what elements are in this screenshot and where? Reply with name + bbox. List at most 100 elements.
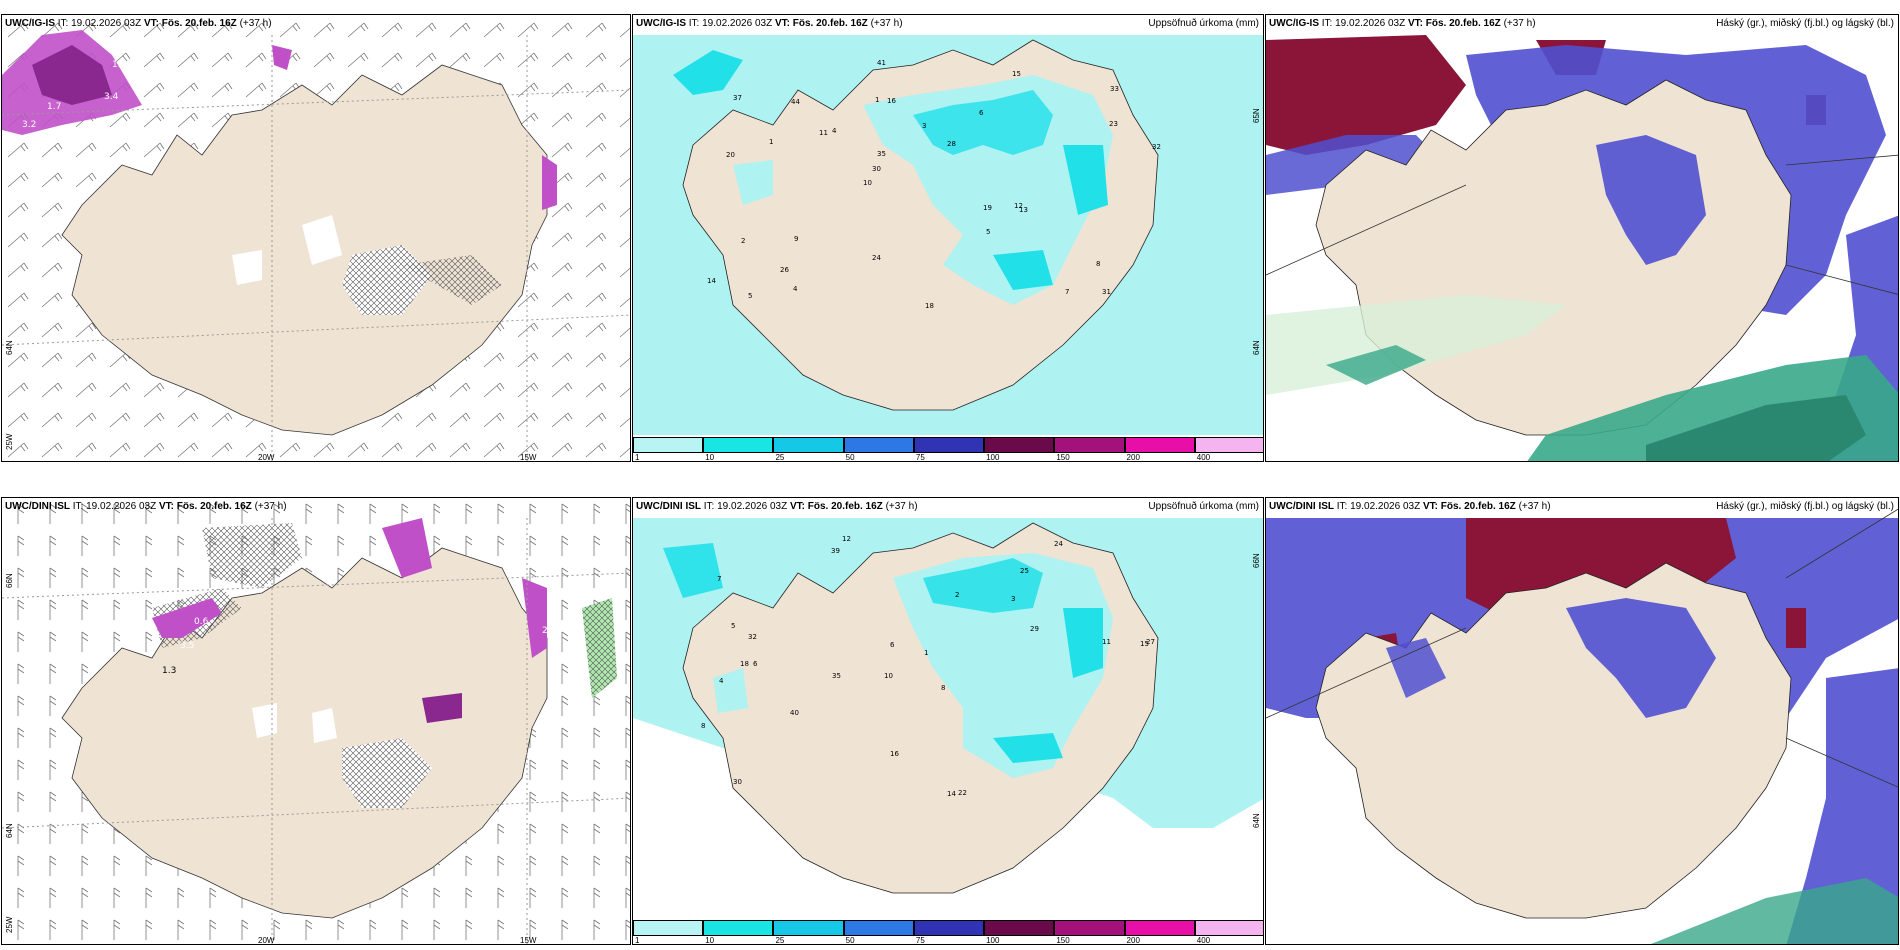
precip-value-label: 20 (726, 151, 735, 159)
lon-label: 20W (258, 936, 275, 945)
lat-label: 25W (5, 433, 14, 450)
svg-text:3.4: 3.4 (104, 92, 119, 102)
panel-precip-igis: UWC/IG-IS IT: 19.02.2026 03Z VT: Fös. 20… (632, 14, 1264, 462)
precip-colorbar: 1 10 25 50 75 100 150 200 400 (633, 437, 1263, 462)
colorbar-label: 10 (705, 936, 715, 945)
colorbar-cell (1194, 437, 1263, 453)
lat-label: 64N (5, 823, 14, 838)
precip-value-label: 1 (924, 649, 928, 657)
svg-text:3.5: 3.5 (180, 641, 194, 651)
precip-value-label: 31 (1102, 288, 1111, 296)
svg-text:2: 2 (542, 626, 548, 636)
precip-value-label: 32 (748, 633, 757, 641)
panel-clouds-igis: UWC/IG-IS IT: 19.02.2026 03Z VT: Fös. 20… (1265, 14, 1899, 462)
precip-value-label: 37 (733, 94, 742, 102)
lat-label: 64N (1252, 813, 1261, 828)
precip-colorbar: 1 10 25 50 75 100 150 200 400 (633, 920, 1263, 945)
precip-value-label: 33 (1110, 85, 1119, 93)
precip-value-label: 19 (983, 204, 992, 212)
colorbar-cell (703, 920, 774, 936)
colorbar-cell (1124, 920, 1195, 936)
panel-header: UWC/DINI ISL IT: 19.02.2026 03Z VT: Fös.… (5, 501, 287, 512)
colorbar-label: 75 (915, 453, 925, 462)
precip-value-label: 6 (890, 641, 895, 649)
precip-value-label: 4 (793, 285, 798, 293)
cloud-map (1266, 508, 1898, 944)
colorbar-label: 400 (1196, 936, 1211, 945)
precip-value-label: 6 (979, 109, 984, 117)
colorbar-cell (1054, 920, 1125, 936)
colorbar-label: 100 (986, 936, 1000, 945)
colorbar-label: 150 (1056, 936, 1070, 945)
precip-value-label: 7 (717, 575, 721, 583)
precip-value-label: 40 (790, 709, 799, 717)
precip-value-label: 24 (872, 254, 881, 262)
precip-value-label: 23 (1109, 120, 1118, 128)
precip-map: 3120331065132414261628133741321923302435… (633, 35, 1263, 435)
precip-value-label: 3 (1011, 595, 1015, 603)
precip-value-label: 4 (719, 677, 724, 685)
colorbar-cell (843, 920, 914, 936)
precip-value-label: 15 (1140, 640, 1149, 648)
precip-value-label: 2 (955, 591, 959, 599)
precip-value-label: 22 (958, 789, 967, 797)
precip-value-label: 29 (1030, 625, 1039, 633)
lat-label: 64N (1252, 340, 1261, 355)
colorbar-cell (913, 920, 985, 936)
precip-value-label: 1 (875, 96, 879, 104)
precip-value-label: 24 (1054, 540, 1063, 548)
precip-value-label: 26 (780, 266, 789, 274)
precip-value-label: 16 (887, 97, 896, 105)
panel-header: UWC/IG-IS IT: 19.02.2026 03Z VT: Fös. 20… (636, 18, 903, 29)
panel-right-title: Háský (gr.), miðský (fj.bl.) og lágský (… (1716, 501, 1894, 512)
precip-value-label: 3 (922, 122, 926, 130)
panel-header: UWC/DINI ISL IT: 19.02.2026 03Z VT: Fös.… (636, 501, 918, 512)
precip-value-label: 7 (1065, 288, 1069, 296)
colorbar-cell (1194, 920, 1263, 936)
panel-wind-snow-dini: UWC/DINI ISL IT: 19.02.2026 03Z VT: Fös.… (1, 497, 631, 945)
precip-value-label: 32 (1152, 143, 1161, 151)
precip-value-label: 5 (731, 622, 735, 630)
precip-value-label: 6 (753, 660, 758, 668)
colorbar-label: 200 (1126, 936, 1140, 945)
precip-value-label: 4 (832, 127, 837, 135)
colorbar-label: 150 (1056, 453, 1070, 462)
colorbar-label: 1 (635, 453, 640, 462)
panel-right-title: Uppsöfnuð úrkoma (mm) (1148, 501, 1259, 512)
colorbar-label: 200 (1126, 453, 1140, 462)
precip-value-label: 8 (941, 684, 945, 692)
lon-label: 20W (258, 453, 275, 462)
precip-value-label: 8 (701, 722, 705, 730)
lat-label: 65N (1252, 108, 1261, 123)
colorbar-cell (984, 920, 1055, 936)
precip-value-label: 10 (863, 179, 872, 187)
precip-value-label: 14 (947, 790, 956, 798)
colorbar-label: 75 (915, 936, 925, 945)
svg-text:1.3: 1.3 (162, 666, 176, 676)
precip-value-label: 18 (740, 660, 749, 668)
svg-text:1.7: 1.7 (47, 102, 61, 112)
colorbar-cell (633, 437, 704, 453)
precip-value-label: 18 (925, 302, 934, 310)
precip-value-label: 25 (1020, 567, 1029, 575)
colorbar-cell (633, 920, 704, 936)
precip-values: 3120331065132414261628133741321923302435… (707, 59, 1161, 310)
colorbar-label: 25 (775, 936, 785, 945)
wind-map: 1.1 3.4 1.7 3.2 (2, 15, 630, 461)
precip-value-label: 1 (769, 138, 773, 146)
lat-label: 64N (5, 340, 14, 355)
colorbar-cell (1124, 437, 1195, 453)
lat-label: 25W (5, 916, 14, 933)
panel-clouds-dini: UWC/DINI ISL IT: 19.02.2026 03Z VT: Fös.… (1265, 497, 1899, 945)
panel-right-title: Háský (gr.), miðský (fj.bl.) og lágský (… (1716, 18, 1894, 29)
precip-value-label: 30 (733, 778, 742, 786)
colorbar-cell (984, 437, 1055, 453)
precip-value-label: 39 (831, 547, 840, 555)
precip-value-label: 44 (791, 98, 800, 106)
panel-right-title: Uppsöfnuð úrkoma (mm) (1148, 18, 1259, 29)
precip-value-label: 12 (1014, 202, 1023, 210)
lon-label: 15W (520, 936, 537, 945)
svg-text:1.1: 1.1 (112, 60, 126, 70)
